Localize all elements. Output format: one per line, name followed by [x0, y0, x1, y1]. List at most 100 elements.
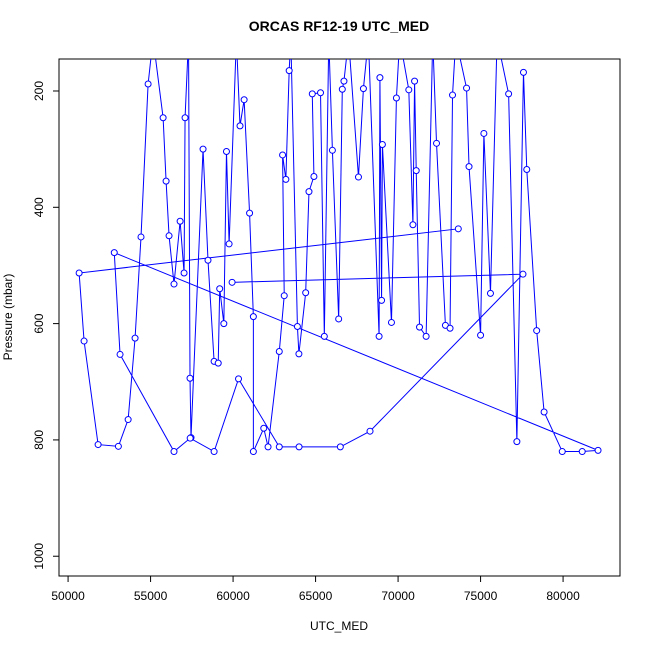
data-point: [346, 36, 352, 42]
x-tick-label: 55000: [134, 589, 168, 603]
data-point: [378, 140, 386, 148]
x-tick-label: 80000: [546, 589, 580, 603]
data-point: [124, 416, 132, 424]
data-point: [477, 331, 485, 339]
data-point: [578, 448, 586, 456]
y-tick-label: 1000: [32, 543, 46, 570]
data-point: [249, 448, 257, 456]
plot-area: [75, 36, 602, 456]
x-tick-label: 75000: [464, 589, 498, 603]
data-point: [293, 323, 301, 331]
data-point: [225, 240, 233, 248]
data-point: [110, 249, 118, 257]
data-point: [463, 84, 471, 92]
data-point: [430, 36, 436, 42]
x-tick-label: 60000: [216, 589, 250, 603]
data-point: [317, 89, 325, 97]
data-point: [494, 36, 500, 42]
data-point: [523, 165, 531, 173]
data-point: [453, 36, 459, 42]
data-point: [288, 36, 294, 42]
data-point: [279, 151, 287, 159]
data-point: [594, 446, 602, 454]
data-point: [320, 332, 328, 340]
data-point: [338, 85, 346, 93]
data-point: [170, 280, 178, 288]
data-point: [75, 269, 83, 277]
data-point: [558, 448, 566, 456]
data-point: [186, 434, 194, 442]
data-point: [170, 448, 178, 456]
x-axis-label: UTC_MED: [310, 619, 368, 633]
data-point: [392, 94, 400, 102]
data-point: [446, 324, 454, 332]
data-point: [275, 443, 283, 451]
data-point: [328, 146, 336, 154]
data-point: [354, 173, 362, 181]
y-tick-label: 400: [32, 197, 46, 217]
data-point: [310, 172, 318, 180]
data-point: [144, 80, 152, 88]
data-point: [80, 337, 88, 345]
data-point: [365, 36, 371, 42]
data-point: [114, 442, 122, 450]
data-point: [305, 188, 313, 196]
data-point: [214, 359, 222, 367]
chart-title: ORCAS RF12-19 UTC_MED: [249, 18, 429, 34]
x-tick-label: 50000: [51, 589, 85, 603]
data-point: [222, 147, 230, 155]
data-point: [264, 443, 272, 451]
data-point: [150, 36, 156, 42]
data-point: [199, 145, 207, 153]
data-point: [433, 139, 441, 147]
data-point: [519, 270, 527, 278]
data-point: [397, 36, 403, 42]
data-point: [405, 86, 413, 94]
data-point: [454, 225, 462, 233]
y-tick-label: 200: [32, 81, 46, 101]
y-tick-label: 800: [32, 430, 46, 450]
data-point: [137, 233, 145, 241]
data-point: [282, 175, 290, 183]
data-point: [519, 68, 527, 76]
data-point: [295, 350, 303, 358]
data-point: [260, 424, 268, 432]
data-point: [186, 374, 194, 382]
data-point: [233, 36, 239, 42]
x-tick-label: 70000: [381, 589, 415, 603]
data-point: [275, 348, 283, 356]
data-point: [216, 285, 224, 293]
y-axis-label: Pressure (mbar): [1, 274, 15, 361]
data-point: [165, 232, 173, 240]
data-point: [409, 221, 417, 229]
data-point: [280, 292, 288, 300]
data-point: [422, 332, 430, 340]
data-point: [94, 441, 102, 449]
data-point: [375, 332, 383, 340]
data-point: [540, 408, 548, 416]
plot-frame: [58, 58, 621, 577]
data-point: [366, 427, 374, 435]
data-point: [465, 163, 473, 171]
data-point: [249, 313, 257, 321]
data-point: [131, 334, 139, 342]
data-point: [204, 256, 212, 264]
data-point: [486, 289, 494, 297]
data-point: [240, 96, 248, 104]
y-tick-label: 600: [32, 313, 46, 333]
data-point: [376, 74, 384, 82]
data-point: [480, 129, 488, 137]
data-point: [449, 91, 457, 99]
data-point: [411, 77, 419, 85]
x-tick-label: 65000: [299, 589, 333, 603]
data-point: [235, 375, 243, 383]
data-point: [533, 327, 541, 335]
data-point: [513, 438, 521, 446]
data-point: [335, 315, 343, 323]
data-point: [116, 350, 124, 358]
data-point: [359, 85, 367, 93]
data-point: [246, 209, 254, 217]
data-point: [210, 448, 218, 456]
data-line: [78, 59, 599, 453]
